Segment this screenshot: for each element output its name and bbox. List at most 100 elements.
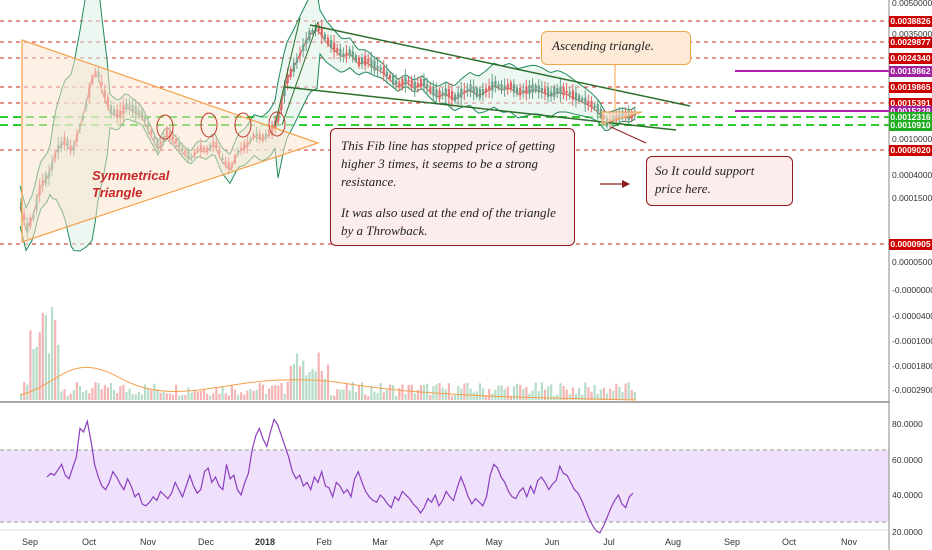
volume-bar	[404, 394, 407, 400]
volume-bar	[317, 352, 320, 400]
candle-body	[494, 81, 497, 88]
volume-bar	[311, 368, 314, 400]
volume-bar	[478, 383, 481, 400]
candle-body	[463, 90, 466, 93]
candle-body	[382, 66, 385, 75]
volume-bar	[128, 388, 131, 400]
volume-bar	[469, 388, 472, 400]
volume-bar	[109, 382, 113, 400]
candle-body	[497, 84, 500, 87]
candle-body	[426, 84, 429, 88]
fib-resistance-note[interactable]: This Fib line has stopped price of getti…	[330, 128, 575, 246]
volume-bar	[491, 393, 494, 400]
volume-bar	[264, 394, 268, 400]
volume-bar	[122, 384, 125, 400]
candle-body	[367, 58, 370, 63]
volume-bar	[218, 393, 221, 400]
candle-body	[562, 86, 565, 96]
volume-bar	[41, 313, 44, 400]
impulse-line-1	[274, 17, 301, 126]
volume-bar	[35, 346, 38, 400]
price-level-label: 0.0038826	[889, 16, 932, 27]
volume-bar	[481, 388, 485, 400]
candle-body	[460, 88, 463, 98]
candle-body	[333, 42, 336, 52]
volume-bar	[326, 364, 330, 400]
volume-bar	[543, 389, 547, 400]
candle-body	[289, 69, 292, 78]
volume-bar	[516, 383, 519, 400]
time-axis-label: Dec	[197, 537, 215, 547]
volume-bar	[500, 385, 503, 400]
volume-bar	[249, 389, 252, 400]
volume-bar	[565, 389, 568, 400]
candle-body	[466, 88, 469, 92]
candle-body	[485, 88, 488, 93]
support-note[interactable]: So It could support price here.	[646, 156, 793, 206]
volume-bar	[379, 382, 382, 400]
candle-body	[441, 92, 444, 95]
candle-body	[450, 91, 454, 101]
volume-bar	[292, 363, 295, 400]
volume-bar	[72, 390, 75, 400]
volume-bar	[302, 360, 305, 400]
volume-bar	[454, 394, 457, 400]
time-axis-label: Sep	[723, 537, 741, 547]
volume-bar	[534, 382, 537, 400]
volume-bar	[20, 393, 23, 400]
candle-body	[286, 74, 289, 83]
volume-bar	[140, 394, 144, 400]
volume-bar	[38, 332, 41, 400]
volume-bar	[165, 393, 168, 400]
volume-bar	[413, 393, 416, 400]
volume-bar	[156, 389, 159, 400]
volume-bar	[308, 372, 311, 400]
volume-bar	[398, 388, 401, 400]
volume-bar	[361, 382, 364, 400]
candle-body	[376, 65, 379, 69]
candle-body	[404, 76, 407, 86]
resistance-touch-marker	[268, 111, 286, 137]
volume-bar	[202, 388, 206, 400]
resistance-touch-marker	[234, 112, 252, 138]
arrow-head	[622, 180, 630, 188]
candle-body	[348, 49, 351, 56]
volume-bar	[385, 389, 388, 400]
volume-bar	[159, 392, 162, 400]
rsi-line	[46, 417, 634, 534]
time-axis-label: Apr	[429, 537, 445, 547]
volume-bar	[168, 393, 171, 400]
volume-bar	[47, 353, 51, 400]
ascending-triangle-note[interactable]: Ascending triangle.	[541, 31, 691, 65]
candle-body	[432, 87, 435, 96]
price-level-label: 0.0019862	[889, 66, 932, 77]
volume-bar	[305, 375, 308, 400]
volume-bar	[153, 383, 156, 400]
time-axis-label: May	[485, 537, 503, 547]
impulse-line-2	[281, 21, 319, 126]
volume-bar	[388, 384, 392, 400]
volume-bar	[605, 393, 609, 400]
volume-bar	[525, 387, 528, 400]
candle-body	[370, 59, 373, 68]
volume-bar	[246, 390, 249, 400]
price-level-label: 0.0019865	[889, 82, 932, 93]
support-note-text: So It could support price here.	[655, 163, 755, 197]
candle-body	[559, 86, 562, 95]
candle-body	[308, 30, 311, 41]
price-axis-label: -0.0000000	[892, 285, 932, 295]
volume-bar	[243, 394, 246, 400]
volume-bar	[113, 389, 116, 400]
price-level-label: 0.0000905	[889, 239, 932, 250]
volume-bar	[57, 344, 60, 400]
volume-bar	[54, 320, 57, 400]
candle-body	[478, 88, 481, 99]
volume-bar	[609, 388, 612, 400]
candle-body	[339, 49, 342, 57]
volume-bar	[196, 391, 199, 400]
candle-body	[438, 90, 441, 100]
candle-body	[528, 85, 531, 94]
time-axis-label: Oct	[781, 537, 797, 547]
candle-body	[543, 88, 547, 94]
candle-body	[587, 100, 590, 105]
